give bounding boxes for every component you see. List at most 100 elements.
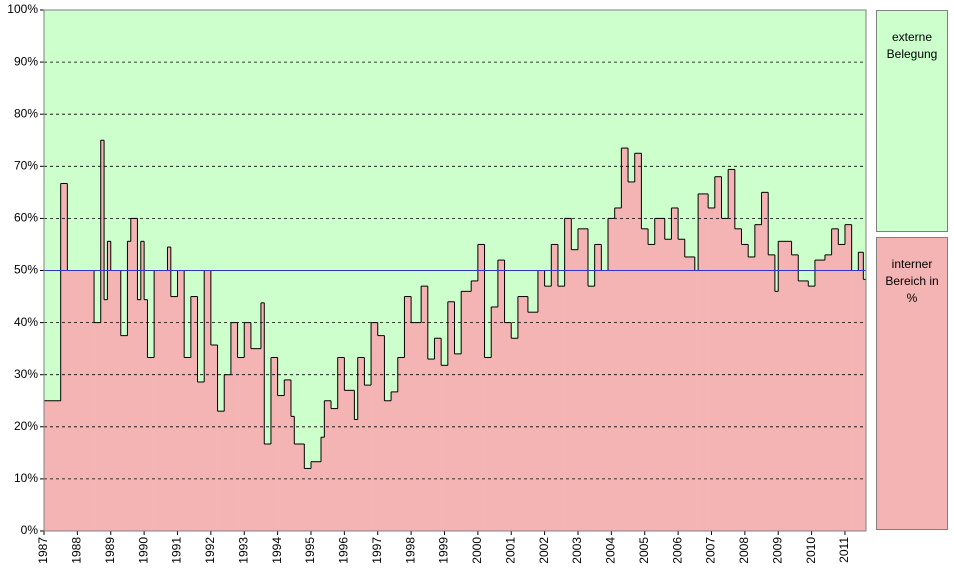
- area-step: [237, 357, 245, 531]
- area-step: [434, 338, 442, 531]
- area-step: [210, 345, 218, 531]
- area-step: [648, 244, 656, 531]
- area-step: [204, 270, 212, 531]
- x-tick-label: 2011: [837, 537, 851, 563]
- area-step: [190, 296, 198, 531]
- area-step: [377, 335, 385, 531]
- area-step: [477, 244, 485, 531]
- area-step: [197, 381, 205, 531]
- area-step: [127, 241, 132, 531]
- area-step: [471, 280, 479, 531]
- area-step: [858, 252, 864, 531]
- area-step: [357, 357, 365, 531]
- legend-box: interner Bereich in %: [876, 237, 948, 530]
- area-step: [694, 270, 699, 531]
- area-step: [734, 228, 742, 531]
- area-step: [397, 357, 405, 531]
- x-tick-label: 2005: [637, 537, 651, 564]
- area-step: [284, 379, 292, 531]
- area-step: [137, 299, 142, 531]
- area-step: [774, 291, 779, 531]
- x-tick-label: 1989: [103, 537, 117, 564]
- x-tick-label: 2000: [470, 537, 484, 564]
- legend-label: externe Belegung: [886, 30, 938, 61]
- area-step: [684, 256, 696, 531]
- area-step: [364, 385, 372, 531]
- area-step: [741, 244, 749, 531]
- area-step: [290, 416, 295, 531]
- area-step: [798, 280, 809, 531]
- x-tick-label: 1988: [70, 537, 84, 564]
- area-step: [831, 228, 839, 531]
- area-step: [60, 183, 68, 532]
- area-step: [391, 391, 399, 531]
- x-tick-label: 1994: [270, 537, 284, 564]
- area-step: [277, 395, 285, 531]
- area-step: [754, 224, 762, 532]
- area-step: [484, 357, 492, 531]
- area-step: [544, 286, 552, 531]
- area-step: [100, 140, 105, 531]
- area-step: [404, 296, 412, 531]
- area-step: [94, 322, 102, 531]
- area-step: [144, 299, 148, 531]
- area-step: [634, 153, 642, 531]
- area-step: [170, 296, 178, 531]
- area-step: [250, 348, 262, 531]
- area-step: [304, 468, 312, 531]
- area-step: [761, 192, 769, 531]
- area-step: [441, 365, 449, 531]
- area-step: [577, 228, 589, 531]
- area-step: [230, 322, 238, 531]
- area-step: [264, 443, 272, 531]
- area-step: [778, 241, 792, 531]
- area-step: [671, 207, 679, 532]
- area-step: [551, 244, 559, 531]
- area-step: [491, 306, 499, 531]
- area-step: [628, 181, 636, 531]
- area-step: [708, 207, 716, 532]
- area-step: [331, 408, 338, 531]
- x-tick-label: 2009: [770, 537, 784, 564]
- area-step: [641, 228, 649, 531]
- area-step: [44, 400, 61, 531]
- area-step: [120, 335, 128, 531]
- y-tick-label: 30%: [14, 367, 38, 381]
- y-tick-label: 10%: [14, 471, 38, 485]
- area-step: [217, 411, 225, 531]
- x-tick-label: 2004: [604, 537, 618, 564]
- x-tick-label: 2003: [570, 537, 584, 564]
- area-step: [614, 207, 622, 532]
- y-tick-label: 70%: [14, 158, 38, 172]
- x-tick-label: 2006: [670, 537, 684, 564]
- area-step: [621, 148, 629, 531]
- area-step: [421, 286, 429, 531]
- area-step: [728, 169, 736, 531]
- area-step: [224, 374, 232, 531]
- area-step: [664, 239, 672, 532]
- area-step: [517, 296, 529, 531]
- area-step: [654, 218, 666, 531]
- area-step: [447, 301, 455, 531]
- area-step: [594, 244, 602, 531]
- area-step: [324, 400, 332, 531]
- area-step: [791, 254, 799, 531]
- area-step: [748, 256, 756, 531]
- x-tick-label: 1999: [437, 537, 451, 564]
- area-step: [698, 193, 709, 531]
- x-tick-label: 1987: [36, 537, 50, 564]
- area-step: [511, 338, 519, 531]
- area-step: [310, 461, 322, 531]
- area-step: [110, 270, 122, 531]
- area-step: [824, 254, 832, 531]
- area-step: [344, 390, 355, 531]
- area-step: [601, 270, 609, 531]
- area-step: [154, 270, 168, 531]
- area-step: [147, 357, 155, 531]
- x-tick-label: 2007: [704, 537, 718, 564]
- area-step: [104, 299, 108, 531]
- area-step: [177, 270, 185, 531]
- area-step: [167, 247, 172, 531]
- area-step: [354, 419, 359, 531]
